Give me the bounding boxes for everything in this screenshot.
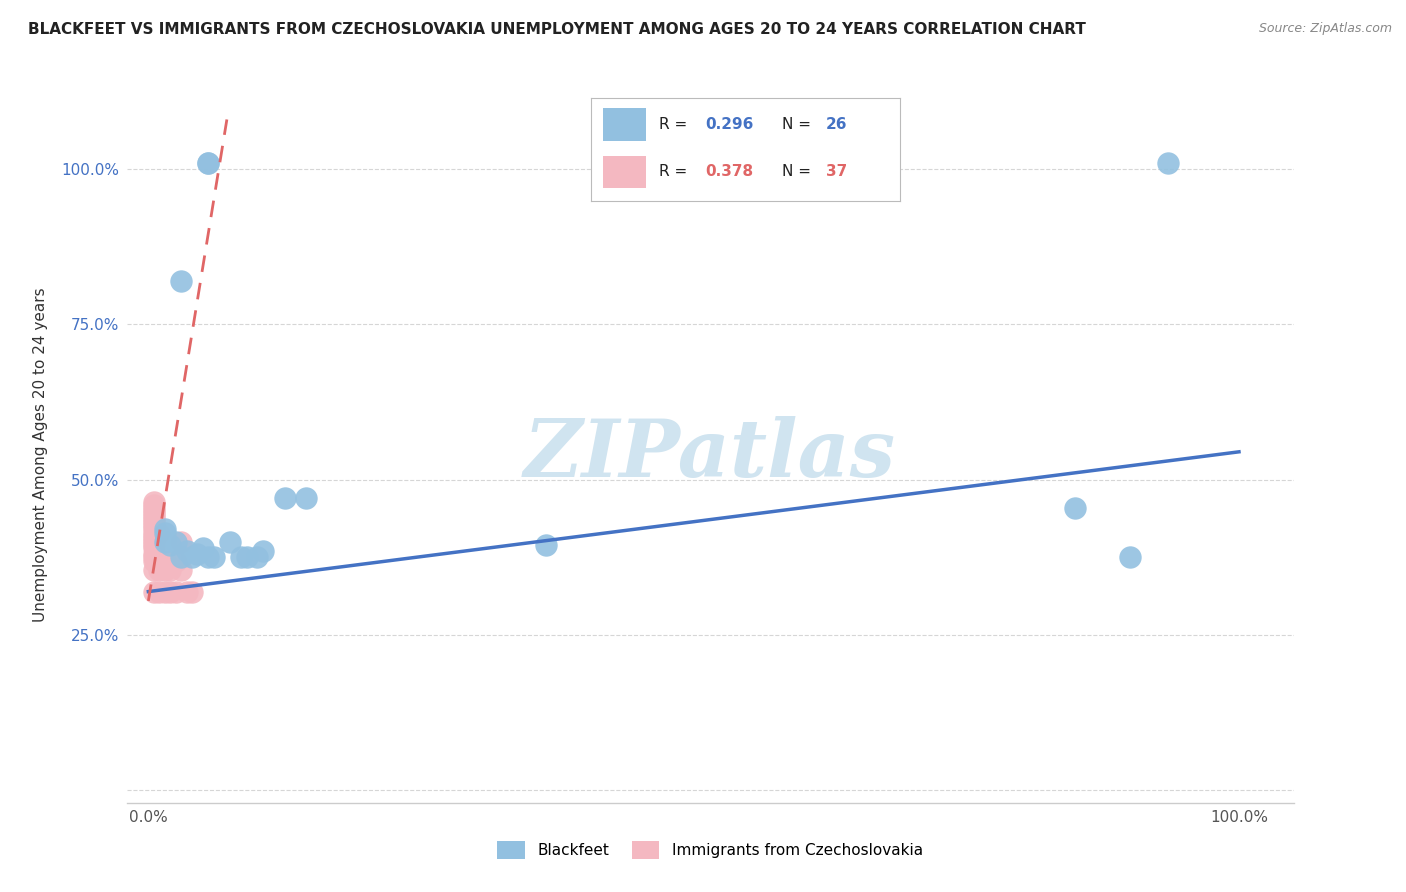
Point	[176, 544, 198, 558]
Point	[142, 494, 165, 508]
Text: N =: N =	[782, 164, 815, 179]
Point	[1064, 500, 1087, 515]
Point	[142, 563, 165, 577]
Point	[142, 504, 165, 518]
Point	[165, 584, 187, 599]
Point	[295, 491, 318, 506]
Bar	[603, 108, 647, 141]
Point	[142, 498, 165, 512]
Point	[142, 519, 165, 533]
Point	[191, 541, 214, 555]
Point	[219, 534, 242, 549]
Point	[142, 553, 165, 567]
Point	[170, 550, 193, 565]
Point	[186, 547, 208, 561]
Text: 26: 26	[825, 117, 846, 132]
Point	[235, 550, 257, 565]
Text: ZIPatlas: ZIPatlas	[524, 417, 896, 493]
Point	[153, 525, 176, 540]
Point	[170, 274, 193, 288]
Point	[170, 563, 193, 577]
Point	[153, 563, 176, 577]
Point	[142, 525, 165, 540]
Text: BLACKFEET VS IMMIGRANTS FROM CZECHOSLOVAKIA UNEMPLOYMENT AMONG AGES 20 TO 24 YEA: BLACKFEET VS IMMIGRANTS FROM CZECHOSLOVA…	[28, 22, 1085, 37]
Point	[148, 557, 170, 571]
Point	[142, 532, 165, 546]
Point	[142, 550, 165, 565]
Point	[197, 156, 219, 170]
Point	[153, 553, 176, 567]
Point	[153, 584, 176, 599]
Point	[1119, 550, 1142, 565]
Point	[153, 523, 176, 537]
Point	[246, 550, 269, 565]
Point	[142, 500, 165, 515]
Point	[252, 544, 274, 558]
Text: R =: R =	[658, 117, 692, 132]
Point	[148, 563, 170, 577]
Point	[142, 541, 165, 555]
Bar	[603, 155, 647, 188]
Point	[181, 550, 204, 565]
Point	[165, 553, 187, 567]
Point	[1157, 156, 1180, 170]
Text: N =: N =	[782, 117, 815, 132]
Text: 37: 37	[825, 164, 846, 179]
Text: 0.378: 0.378	[704, 164, 754, 179]
Text: R =: R =	[658, 164, 692, 179]
Point	[176, 584, 198, 599]
Point	[159, 563, 181, 577]
Point	[197, 550, 219, 565]
Point	[165, 534, 187, 549]
Point	[197, 156, 219, 170]
Point	[148, 553, 170, 567]
Point	[153, 534, 176, 549]
Point	[536, 538, 558, 552]
Text: 0.296: 0.296	[704, 117, 754, 132]
Point	[142, 523, 165, 537]
Point	[142, 584, 165, 599]
Point	[159, 538, 181, 552]
Legend: Blackfeet, Immigrants from Czechoslovakia: Blackfeet, Immigrants from Czechoslovaki…	[491, 835, 929, 864]
Y-axis label: Unemployment Among Ages 20 to 24 years: Unemployment Among Ages 20 to 24 years	[32, 287, 48, 623]
Point	[142, 516, 165, 531]
Point	[181, 584, 204, 599]
Point	[170, 534, 193, 549]
Point	[142, 510, 165, 524]
Point	[159, 584, 181, 599]
Point	[142, 507, 165, 521]
Point	[148, 525, 170, 540]
Point	[142, 534, 165, 549]
Text: Source: ZipAtlas.com: Source: ZipAtlas.com	[1258, 22, 1392, 36]
Point	[142, 529, 165, 543]
Point	[148, 584, 170, 599]
Point	[202, 550, 225, 565]
Point	[142, 513, 165, 527]
Point	[273, 491, 295, 506]
Point	[142, 547, 165, 561]
Point	[229, 550, 252, 565]
Point	[142, 538, 165, 552]
